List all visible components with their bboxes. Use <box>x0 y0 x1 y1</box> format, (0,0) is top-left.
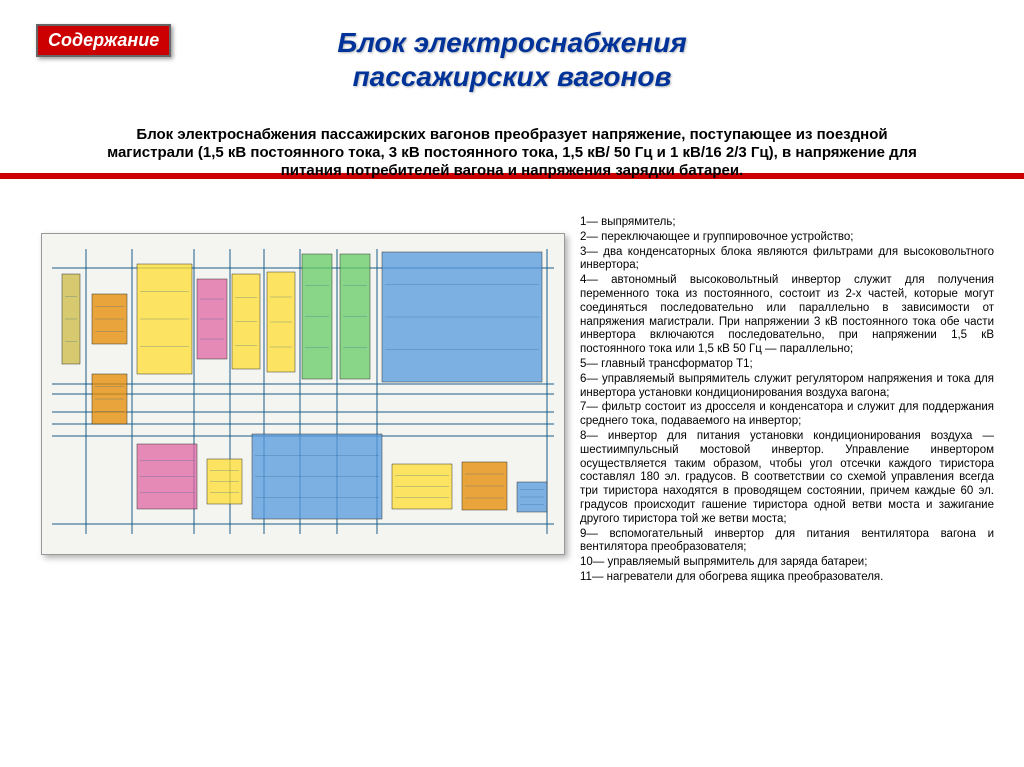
legend-desc: нагреватели для обогрева ящика преобразо… <box>607 571 884 583</box>
title-line2: пассажирских вагонов <box>353 61 672 92</box>
legend-item: 2— переключающее и группировочное устрой… <box>580 231 994 245</box>
legend-desc: управляемый выпрямитель служит регулятор… <box>580 373 994 399</box>
legend-item: 1— выпрямитель; <box>580 216 994 230</box>
legend-item: 10— управляемый выпрямитель для заряда б… <box>580 556 994 570</box>
legend-num: 9— <box>580 528 609 540</box>
legend-item: 7— фильтр состоит из дросселя и конденса… <box>580 401 994 429</box>
page-title: Блок электроснабжения пассажирских вагон… <box>0 26 1024 93</box>
legend-desc: выпрямитель; <box>601 216 675 228</box>
legend-desc: управляемый выпрямитель для заряда батар… <box>608 556 868 568</box>
intro-text: Блок электроснабжения пассажирских вагон… <box>100 126 924 180</box>
legend-desc: инвертор для питания установки кондицион… <box>580 430 994 525</box>
legend-num: 4— <box>580 274 611 286</box>
legend-desc: переключающее и группировочное устройств… <box>601 231 853 243</box>
legend-desc: вспомогательный инвертор для питания вен… <box>580 528 994 554</box>
title-line1: Блок электроснабжения <box>337 27 686 58</box>
legend: 1— выпрямитель;2— переключающее и группи… <box>580 216 994 586</box>
legend-item: 5— главный трансформатор Т1; <box>580 358 994 372</box>
schematic-diagram <box>41 233 565 555</box>
legend-desc: главный трансформатор Т1; <box>601 358 753 370</box>
legend-desc: фильтр состоит из дросселя и конденсатор… <box>580 401 994 427</box>
legend-item: 3— два конденсаторных блока являются фил… <box>580 246 994 274</box>
legend-num: 5— <box>580 358 601 370</box>
legend-item: 6— управляемый выпрямитель служит регуля… <box>580 373 994 401</box>
legend-item: 4— автономный высоковольтный инвертор сл… <box>580 274 994 357</box>
legend-num: 6— <box>580 373 602 385</box>
legend-desc: автономный высоковольтный инвертор служи… <box>580 274 994 355</box>
legend-num: 10— <box>580 556 608 568</box>
legend-num: 7— <box>580 401 602 413</box>
legend-num: 3— <box>580 246 603 258</box>
legend-num: 11— <box>580 571 607 583</box>
legend-item: 8— инвертор для питания установки кондиц… <box>580 430 994 527</box>
legend-item: 9— вспомогательный инвертор для питания … <box>580 528 994 556</box>
legend-num: 2— <box>580 231 601 243</box>
legend-desc: два конденсаторных блока являются фильтр… <box>580 246 994 272</box>
legend-num: 1— <box>580 216 601 228</box>
legend-item: 11— нагреватели для обогрева ящика преоб… <box>580 571 994 585</box>
legend-num: 8— <box>580 430 608 442</box>
